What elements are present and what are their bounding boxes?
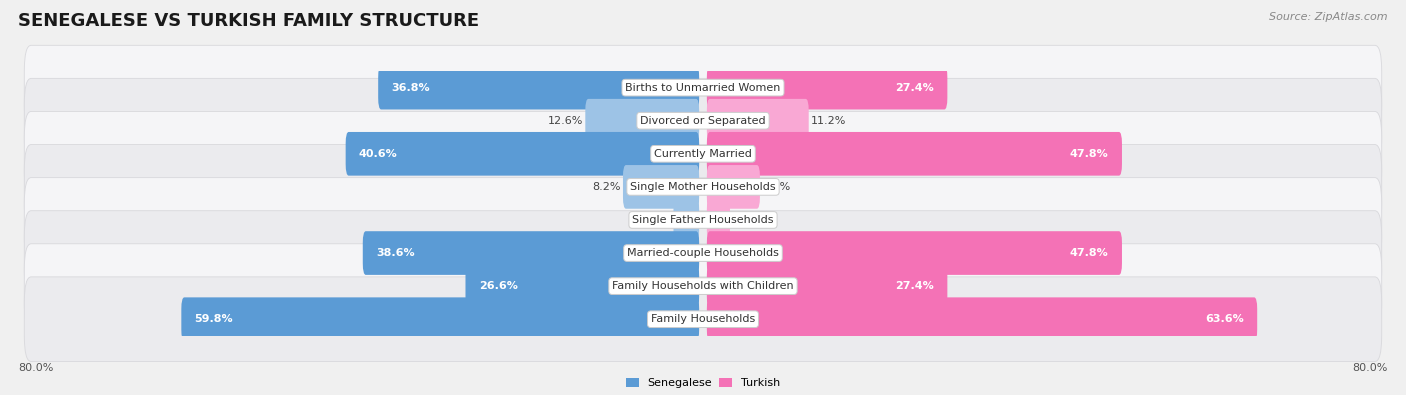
Legend: Senegalese, Turkish: Senegalese, Turkish bbox=[626, 378, 780, 388]
FancyBboxPatch shape bbox=[707, 264, 948, 308]
Text: 11.2%: 11.2% bbox=[811, 116, 846, 126]
Text: 27.4%: 27.4% bbox=[896, 281, 934, 291]
FancyBboxPatch shape bbox=[585, 99, 699, 143]
Text: 26.6%: 26.6% bbox=[479, 281, 517, 291]
Text: 36.8%: 36.8% bbox=[391, 83, 430, 93]
FancyBboxPatch shape bbox=[181, 297, 699, 341]
FancyBboxPatch shape bbox=[24, 78, 1382, 163]
Text: Married-couple Households: Married-couple Households bbox=[627, 248, 779, 258]
FancyBboxPatch shape bbox=[24, 111, 1382, 196]
Text: Single Father Households: Single Father Households bbox=[633, 215, 773, 225]
Text: 47.8%: 47.8% bbox=[1070, 248, 1109, 258]
Text: Single Mother Households: Single Mother Households bbox=[630, 182, 776, 192]
FancyBboxPatch shape bbox=[707, 132, 1122, 176]
Text: 47.8%: 47.8% bbox=[1070, 149, 1109, 159]
Text: 80.0%: 80.0% bbox=[1353, 363, 1388, 373]
Text: 8.2%: 8.2% bbox=[592, 182, 621, 192]
Text: Family Households: Family Households bbox=[651, 314, 755, 324]
FancyBboxPatch shape bbox=[24, 45, 1382, 130]
FancyBboxPatch shape bbox=[673, 198, 699, 242]
Text: Family Households with Children: Family Households with Children bbox=[612, 281, 794, 291]
FancyBboxPatch shape bbox=[707, 231, 1122, 275]
FancyBboxPatch shape bbox=[465, 264, 699, 308]
FancyBboxPatch shape bbox=[24, 178, 1382, 262]
FancyBboxPatch shape bbox=[707, 198, 730, 242]
FancyBboxPatch shape bbox=[24, 211, 1382, 295]
Text: 38.6%: 38.6% bbox=[375, 248, 415, 258]
FancyBboxPatch shape bbox=[707, 297, 1257, 341]
FancyBboxPatch shape bbox=[707, 66, 948, 109]
FancyBboxPatch shape bbox=[707, 99, 808, 143]
Text: 27.4%: 27.4% bbox=[896, 83, 934, 93]
Text: Divorced or Separated: Divorced or Separated bbox=[640, 116, 766, 126]
Text: 80.0%: 80.0% bbox=[18, 363, 53, 373]
Text: Births to Unmarried Women: Births to Unmarried Women bbox=[626, 83, 780, 93]
FancyBboxPatch shape bbox=[24, 244, 1382, 329]
Text: Source: ZipAtlas.com: Source: ZipAtlas.com bbox=[1270, 12, 1388, 22]
FancyBboxPatch shape bbox=[24, 145, 1382, 229]
Text: 5.5%: 5.5% bbox=[762, 182, 790, 192]
FancyBboxPatch shape bbox=[378, 66, 699, 109]
Text: Currently Married: Currently Married bbox=[654, 149, 752, 159]
FancyBboxPatch shape bbox=[363, 231, 699, 275]
Text: 2.0%: 2.0% bbox=[733, 215, 761, 225]
Text: 40.6%: 40.6% bbox=[359, 149, 398, 159]
Text: 12.6%: 12.6% bbox=[548, 116, 583, 126]
Text: 2.3%: 2.3% bbox=[643, 215, 671, 225]
Text: 59.8%: 59.8% bbox=[194, 314, 233, 324]
FancyBboxPatch shape bbox=[24, 277, 1382, 361]
FancyBboxPatch shape bbox=[623, 165, 699, 209]
Text: SENEGALESE VS TURKISH FAMILY STRUCTURE: SENEGALESE VS TURKISH FAMILY STRUCTURE bbox=[18, 12, 479, 30]
FancyBboxPatch shape bbox=[707, 165, 759, 209]
Text: 63.6%: 63.6% bbox=[1205, 314, 1244, 324]
FancyBboxPatch shape bbox=[346, 132, 699, 176]
